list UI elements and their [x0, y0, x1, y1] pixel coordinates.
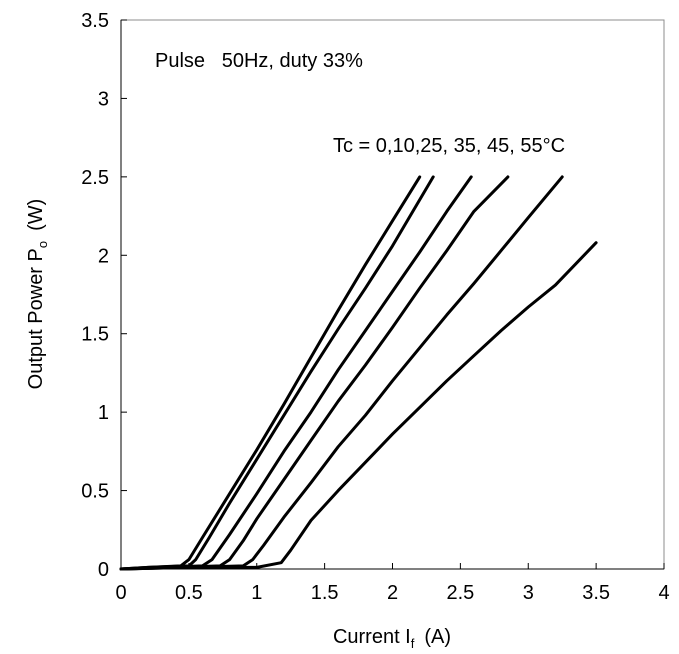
- x-axis-label-main: Current I: [333, 626, 411, 648]
- series-line-1: [119, 175, 422, 571]
- x-tick-label: 1: [251, 582, 262, 604]
- x-tick-label: 3.5: [582, 582, 610, 604]
- y-axis-label-unit: (W): [25, 199, 47, 231]
- x-tick-label: 2: [387, 582, 398, 604]
- x-tick-label: 3: [523, 582, 534, 604]
- x-tick-label: 1.5: [311, 582, 339, 604]
- y-axis-ticks: 0 0.5 1 1.5 2 2.5 3 3.5: [81, 10, 127, 581]
- plot-area-frame: [120, 19, 665, 570]
- x-axis-ticks: 0 0.5 1 1.5 2 2.5 3 3.5 4: [115, 563, 670, 604]
- x-axis-label-subscript: f: [411, 636, 415, 651]
- series-line-6: [119, 241, 598, 571]
- annotation-pulse: Pulse 50Hz, duty 33%: [155, 50, 363, 72]
- y-tick-label: 2: [98, 245, 109, 267]
- x-tick-label: 0.5: [175, 582, 203, 604]
- series-group: [119, 175, 598, 571]
- x-tick-label: 0: [115, 582, 126, 604]
- y-tick-label: 3.5: [81, 10, 109, 32]
- y-tick-label: 0: [98, 559, 109, 581]
- y-tick-label: 2.5: [81, 167, 109, 189]
- y-axis-label-main: Output Power P: [25, 248, 47, 389]
- x-axis-label-unit: (A): [424, 626, 451, 648]
- y-tick-label: 0.5: [81, 481, 109, 503]
- y-tick-label: 1: [98, 402, 109, 424]
- y-axis-label: Output Power Po (W): [25, 199, 50, 390]
- x-axis-label: Current If (A): [333, 626, 451, 651]
- series-line-2: [119, 175, 435, 571]
- series-line-4: [119, 175, 510, 571]
- x-tick-label: 4: [658, 582, 669, 604]
- series-line-3: [119, 175, 473, 571]
- y-tick-label: 3: [98, 88, 109, 110]
- y-tick-label: 1.5: [81, 324, 109, 346]
- x-tick-label: 2.5: [446, 582, 474, 604]
- series-line-5: [119, 175, 564, 571]
- y-axis-label-subscript: o: [35, 241, 50, 248]
- annotation-temperatures: Tc = 0,10,25, 35, 45, 55°C: [333, 135, 565, 157]
